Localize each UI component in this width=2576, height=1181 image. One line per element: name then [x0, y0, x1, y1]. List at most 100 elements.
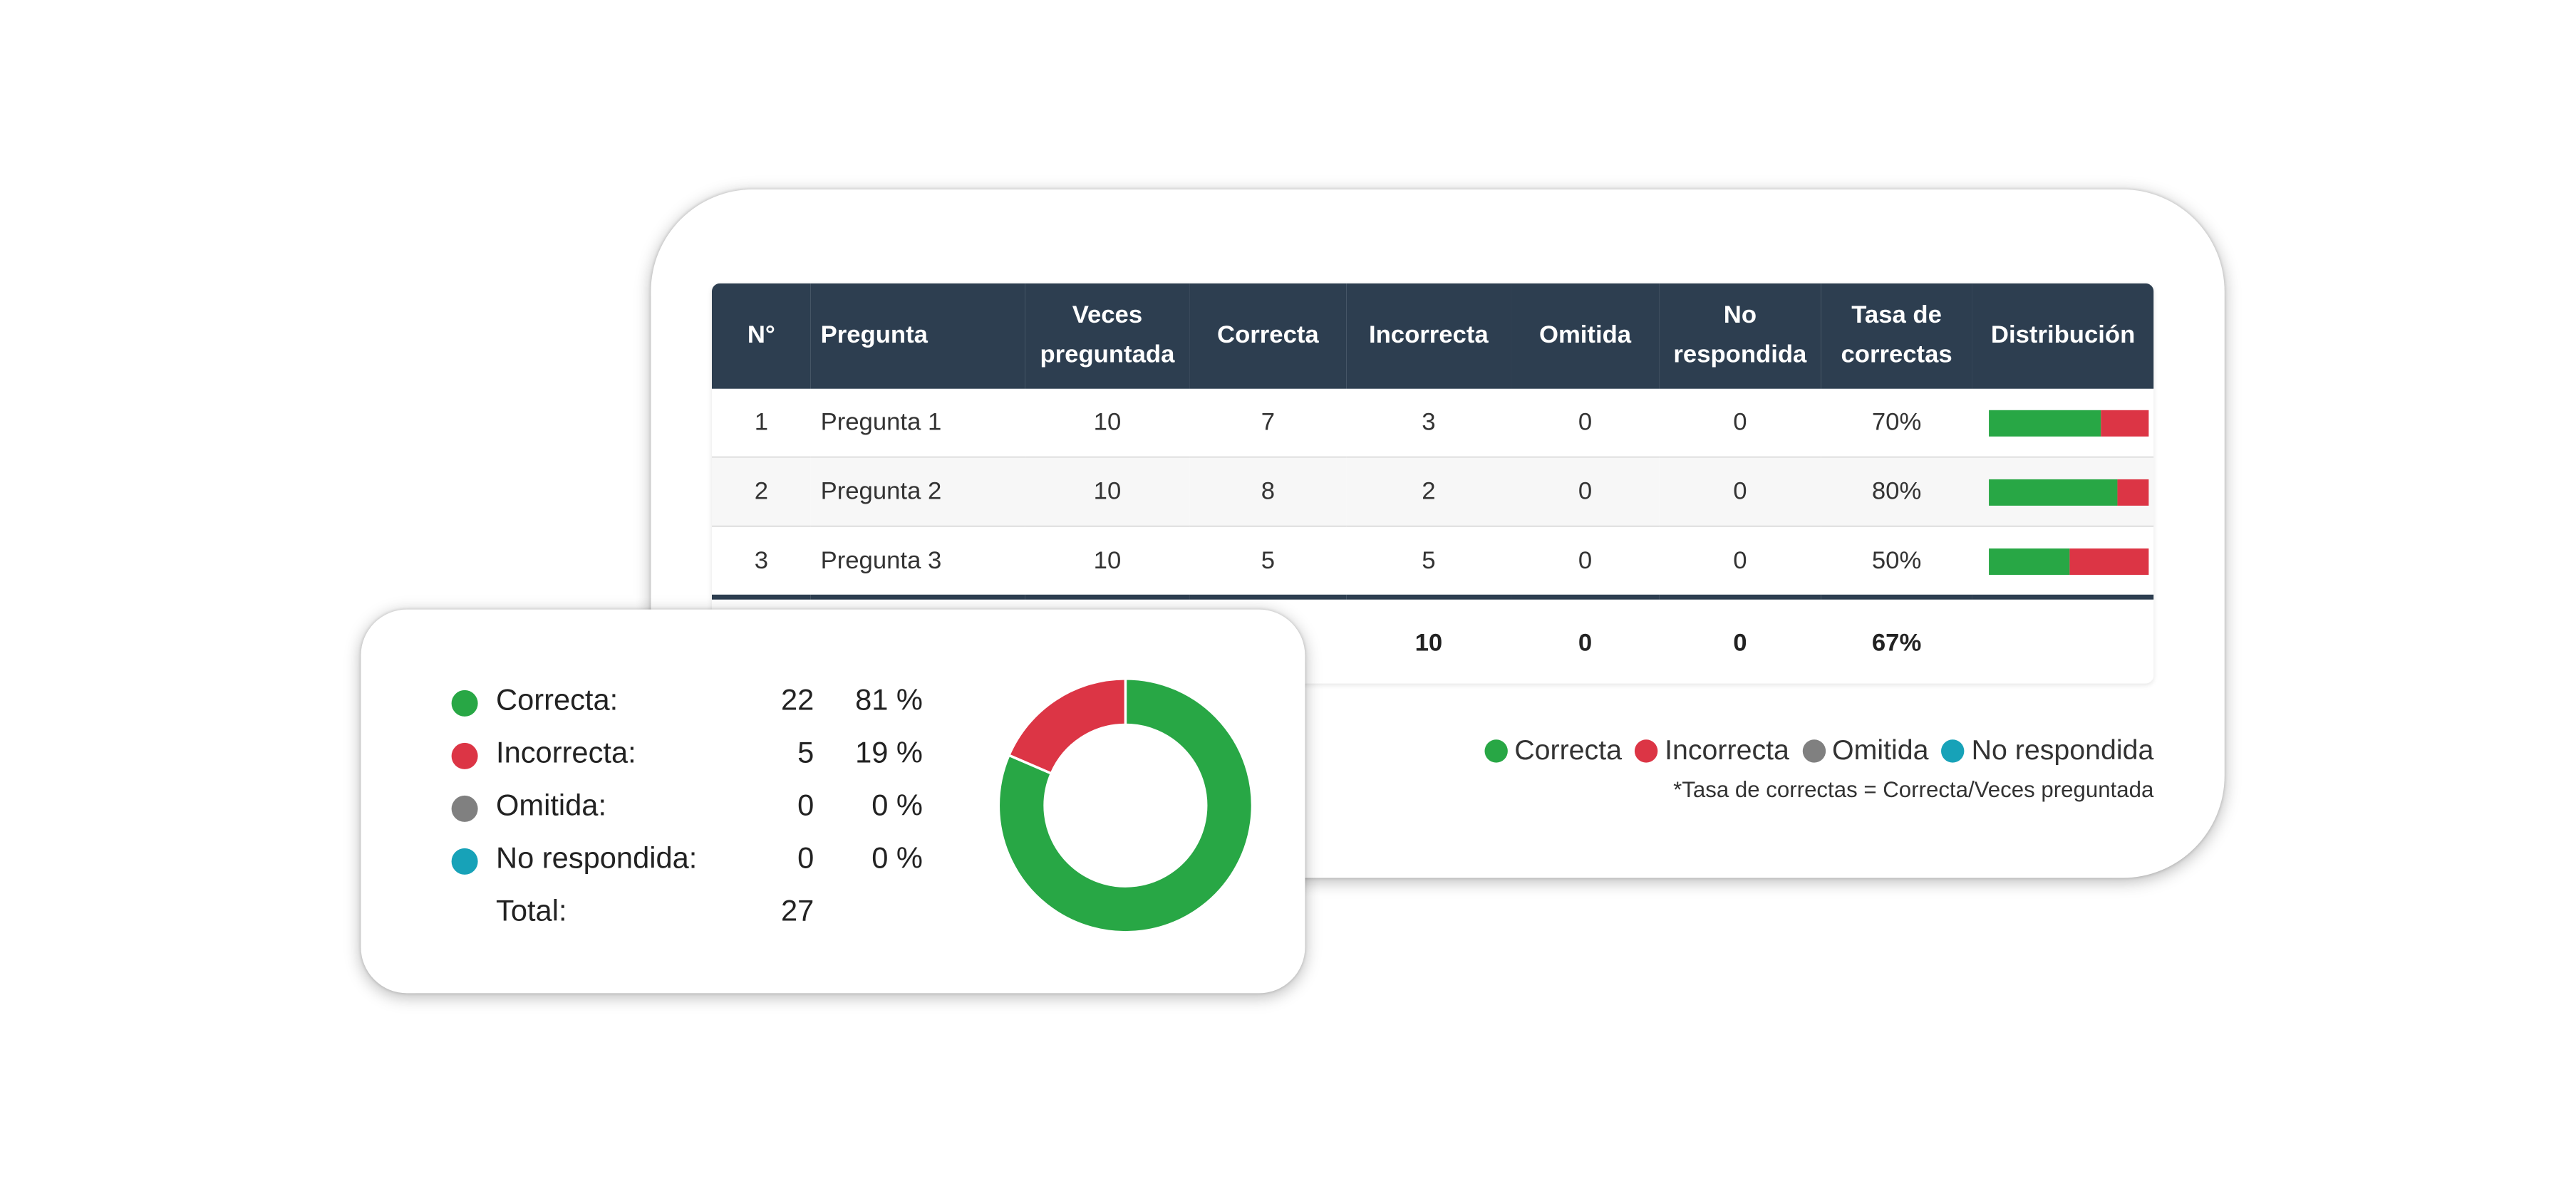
- header-times-asked-label: Veces preguntada: [1040, 301, 1175, 369]
- header-number: N°: [711, 283, 811, 389]
- results-table: N° Pregunta Veces preguntada Correcta In…: [711, 283, 2154, 684]
- gray-dot-icon: [451, 795, 478, 822]
- summary-label: Incorrecta:: [496, 736, 636, 769]
- header-question: Pregunta: [810, 283, 1025, 389]
- cell-unanswered: 0: [1733, 546, 1747, 576]
- cell-times-asked: 10: [1025, 388, 1190, 458]
- header-times-asked: Veces preguntada: [1025, 283, 1190, 389]
- cell-correct-rate: 50%: [1871, 546, 1922, 576]
- red-dot-icon: [1635, 739, 1658, 763]
- summary-label: No respondida:: [496, 841, 698, 875]
- cell-correct-rate: 80%: [1821, 457, 1972, 527]
- summary-percent: 19 %: [855, 736, 923, 769]
- header-unanswered-label: No respondida: [1673, 301, 1807, 369]
- table-row: 2 Pregunta 2 10 8 2 0 0 80%: [711, 457, 2154, 527]
- header-omitted: Omitida: [1511, 283, 1660, 389]
- distribution-bar: [1989, 478, 2149, 505]
- distribution-bar: [1989, 409, 2149, 436]
- header-unanswered: No respondida: [1659, 283, 1821, 389]
- table-row: 1 Pregunta 1 10 7 3 0 0 70%: [711, 388, 2154, 458]
- header-correct: Correcta: [1189, 283, 1347, 389]
- donut-chart: [997, 677, 1254, 934]
- cell-incorrect: 5: [1422, 546, 1436, 576]
- total-omitted: 0: [1511, 594, 1660, 684]
- legend-label: Omitida: [1832, 734, 1929, 766]
- cell-omitted: 0: [1511, 388, 1660, 458]
- teal-dot-icon: [451, 848, 478, 875]
- cell-correct: 8: [1189, 457, 1347, 527]
- legend-label: Incorrecta: [1665, 734, 1789, 766]
- cell-times-asked: 10: [1025, 457, 1190, 527]
- distribution-incorrect-segment: [2101, 409, 2149, 436]
- cell-question: Pregunta 3: [820, 546, 942, 576]
- legend-item-correct: Correcta: [1484, 734, 1622, 767]
- cell-question: Pregunta 2: [810, 457, 1025, 527]
- cell-correct: 5: [1261, 546, 1276, 576]
- legend-label: No respondida: [1971, 734, 2154, 766]
- cell-omitted: 0: [1578, 546, 1593, 576]
- summary-card: Correcta: 22 81 % Incorrecta: 5 19 % Omi…: [361, 609, 1305, 994]
- green-dot-icon: [451, 690, 478, 717]
- distribution-correct-segment: [1989, 409, 2101, 436]
- chart-legend: Correcta Incorrecta Omitida No respondid…: [1417, 734, 2154, 767]
- cell-number: 1: [711, 388, 811, 458]
- total-correct-rate: 67%: [1821, 594, 1972, 684]
- summary-percent: 0 %: [871, 841, 923, 875]
- legend-item-unanswered: No respondida: [1941, 734, 2154, 767]
- distribution-correct-segment: [1989, 547, 2069, 574]
- cell-incorrect: 3: [1346, 388, 1511, 458]
- summary-total-count: 27: [781, 894, 814, 927]
- donut-slice-incorrect: [1007, 677, 1127, 776]
- cell-distribution: [1972, 457, 2154, 527]
- cell-distribution: [1972, 526, 2153, 597]
- summary-percent: 81 %: [855, 683, 923, 717]
- summary-percent: 0 %: [871, 789, 923, 822]
- teal-dot-icon: [1941, 739, 1965, 763]
- cell-correct-rate: 70%: [1821, 388, 1972, 458]
- distribution-incorrect-segment: [2116, 478, 2149, 505]
- footnote: *Tasa de correctas = Correcta/Veces preg…: [1673, 777, 2154, 803]
- cell-correct: 7: [1189, 388, 1347, 458]
- results-table-container: N° Pregunta Veces preguntada Correcta In…: [711, 283, 2154, 684]
- legend-label: Correcta: [1514, 734, 1622, 766]
- summary-count: 22: [781, 683, 814, 717]
- cell-number: 2: [711, 457, 811, 527]
- distribution-correct-segment: [1989, 478, 2117, 505]
- summary-list: Correcta: 22 81 % Incorrecta: 5 19 % Omi…: [451, 679, 946, 942]
- summary-label: Omitida:: [496, 789, 607, 822]
- distribution-incorrect-segment: [2069, 547, 2149, 574]
- cell-number: 3: [754, 546, 768, 576]
- header-distribution: Distribución: [1972, 283, 2154, 389]
- cell-omitted: 0: [1511, 457, 1660, 527]
- summary-label: Correcta:: [496, 683, 619, 717]
- header-correct-rate-label: Tasa de correctas: [1841, 301, 1952, 369]
- red-dot-icon: [451, 742, 478, 769]
- cell-distribution: [1972, 388, 2154, 458]
- total-unanswered: 0: [1659, 594, 1821, 684]
- summary-row-unanswered: No respondida: 0 0 %: [451, 837, 946, 890]
- legend-item-incorrect: Incorrecta: [1635, 734, 1789, 767]
- legend-item-omitted: Omitida: [1802, 734, 1928, 767]
- cell-unanswered: 0: [1659, 388, 1821, 458]
- summary-row-omitted: Omitida: 0 0 %: [451, 784, 946, 837]
- summary-count: 5: [797, 736, 814, 769]
- table-row: 3 Pregunta 3 10 5 5 0 0 50%: [712, 526, 2153, 597]
- summary-row-correct: Correcta: 22 81 %: [451, 679, 946, 732]
- summary-count: 0: [797, 841, 814, 875]
- summary-count: 0: [797, 789, 814, 822]
- header-incorrect: Incorrecta: [1346, 283, 1511, 389]
- summary-total-label: Total:: [496, 894, 567, 927]
- header-correct-rate: Tasa de correctas: [1821, 283, 1972, 389]
- cell-incorrect: 2: [1346, 457, 1511, 527]
- table-header-row: N° Pregunta Veces preguntada Correcta In…: [711, 283, 2154, 389]
- gray-dot-icon: [1802, 739, 1826, 763]
- summary-row-total: Total: 27: [452, 890, 946, 942]
- cell-unanswered: 0: [1659, 457, 1821, 527]
- cell-question: Pregunta 1: [810, 388, 1025, 458]
- summary-row-incorrect: Incorrecta: 5 19 %: [451, 732, 946, 784]
- total-incorrect: 10: [1346, 594, 1511, 684]
- distribution-bar: [1989, 547, 2149, 574]
- cell-times-asked: 10: [1093, 546, 1122, 576]
- green-dot-icon: [1484, 739, 1509, 763]
- donut-slice-correct: [997, 677, 1254, 934]
